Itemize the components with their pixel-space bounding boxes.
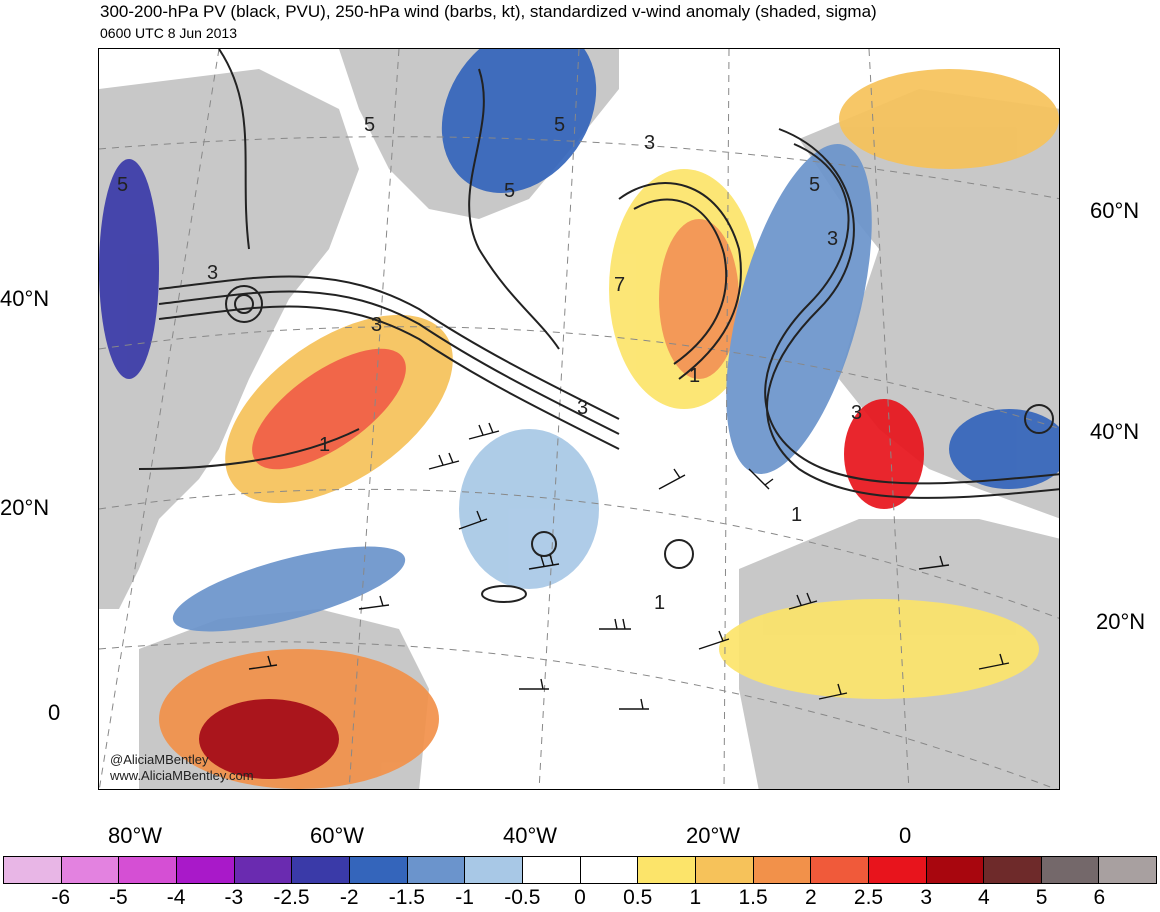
contour-label: 5 xyxy=(504,180,515,202)
colorbar-box xyxy=(465,857,523,883)
colorbar-box xyxy=(61,857,120,883)
colorbar-tick-label: -2.5 xyxy=(273,886,310,909)
cold-anomaly-central-atlantic xyxy=(459,429,599,589)
colorbar-tick-label: -1 xyxy=(455,886,474,909)
colorbar xyxy=(3,856,1157,884)
cold-anomaly-east-atlantic xyxy=(726,144,872,474)
cold-anomaly-labrador xyxy=(99,159,159,379)
contour-label: 1 xyxy=(689,365,700,387)
lat-label-left: 40°N xyxy=(0,286,50,311)
lat-label-right: 60°N xyxy=(1090,198,1140,223)
contour-label: 5 xyxy=(809,174,820,196)
map-canvas: 5 3 5 5 3 5 3 7 3 5 1 3 1 1 1 3 xyxy=(99,49,1059,789)
wind-barbs xyxy=(248,422,1010,710)
lat-label-right: 20°N xyxy=(1096,609,1146,634)
lat-label-right: 40°N xyxy=(1090,419,1140,444)
contour-labels: 5 3 5 5 3 5 3 7 3 5 1 3 1 1 1 3 xyxy=(117,114,862,614)
colorbar-box xyxy=(292,857,350,883)
colorbar-tick-label: 2 xyxy=(804,886,817,909)
colorbar-box xyxy=(984,857,1042,883)
colorbar-tick-label: 0.5 xyxy=(623,886,653,909)
lat-label-left: 0 xyxy=(48,700,61,725)
contour-label: 3 xyxy=(371,314,382,336)
cold-anomaly-caribbean xyxy=(172,546,406,632)
contour-label: 3 xyxy=(827,228,838,250)
colorbar-box xyxy=(638,857,696,883)
colorbar-tick-label: -2 xyxy=(339,886,359,909)
contour-label: 7 xyxy=(614,274,625,296)
lon-label: 60°W xyxy=(310,823,365,848)
lon-label: 40°W xyxy=(503,823,558,848)
cold-anomaly-mediterranean xyxy=(949,409,1059,489)
colorbar-box xyxy=(4,857,62,883)
cold-anomaly-greenland xyxy=(441,49,597,193)
warm-anomaly-south-america-core xyxy=(199,699,339,779)
colorbar-box xyxy=(695,857,754,883)
colorbar-tick-label: -5 xyxy=(109,886,128,909)
colorbar-box xyxy=(926,857,985,883)
colorbar-tick-label: 6 xyxy=(1093,886,1106,909)
pv-contours xyxy=(138,49,1059,603)
figure-title: 300-200-hPa PV (black, PVU), 250-hPa win… xyxy=(100,2,877,21)
colorbar-tick-label: 4 xyxy=(978,886,990,909)
colorbar-box xyxy=(753,857,812,883)
colorbar-box xyxy=(522,857,581,883)
colorbar-tick-label: 0 xyxy=(574,886,586,909)
lon-label: 80°W xyxy=(108,823,163,848)
colorbar-tick-label: -4 xyxy=(166,886,186,909)
author-website: www.AliciaMBentley.com xyxy=(110,768,254,783)
colorbar-tick-label: 1.5 xyxy=(738,886,768,909)
colorbar-tick-label: 1 xyxy=(689,886,702,909)
warm-anomaly-africa xyxy=(719,599,1039,699)
graticule xyxy=(99,49,1059,789)
valid-time: 0600 UTC 8 Jun 2013 xyxy=(100,25,237,41)
author-handle: @AliciaMBentley xyxy=(110,752,209,767)
colorbar-box xyxy=(119,857,177,883)
colorbar-tick-label: -3 xyxy=(224,886,244,909)
lon-label: 20°W xyxy=(686,823,741,848)
colorbar-tick-label: -0.5 xyxy=(504,886,541,909)
colorbar-box xyxy=(1041,857,1100,883)
contour-label: 5 xyxy=(554,114,565,136)
north-america-land xyxy=(99,69,359,609)
contour-label: 3 xyxy=(577,397,588,419)
contour-label: 1 xyxy=(319,434,330,456)
contour-label: 5 xyxy=(364,114,375,136)
colorbar-box xyxy=(234,857,293,883)
contour-label: 1 xyxy=(791,504,802,526)
warm-anomaly-newfoundland-core xyxy=(252,348,406,470)
contour-label: 1 xyxy=(654,592,665,614)
contour-label: 3 xyxy=(851,402,862,424)
colorbar-box xyxy=(868,857,927,883)
colorbar-tick-label: -1.5 xyxy=(388,886,425,909)
lat-label-left: 20°N xyxy=(0,495,50,520)
colorbar-tick-label: 2.5 xyxy=(853,886,884,909)
colorbar-box xyxy=(811,857,869,883)
colorbar-box xyxy=(580,857,639,883)
colorbar-tick-label: -6 xyxy=(51,886,71,909)
lon-label: 0 xyxy=(899,823,912,848)
colorbar-box xyxy=(176,857,235,883)
contour-label: 5 xyxy=(117,174,128,196)
colorbar-box xyxy=(407,857,466,883)
warm-anomaly-iberia xyxy=(844,399,924,509)
contour-label: 3 xyxy=(207,262,218,284)
colorbar-tick-label: 5 xyxy=(1035,886,1048,909)
contour-label: 3 xyxy=(644,132,655,154)
colorbar-tick-label: 3 xyxy=(920,886,933,909)
colorbar-box xyxy=(1099,857,1157,883)
colorbar-box xyxy=(349,857,408,883)
warm-anomaly-scandinavia xyxy=(839,69,1059,169)
map-panel: 5 3 5 5 3 5 3 7 3 5 1 3 1 1 1 3 xyxy=(98,48,1060,790)
